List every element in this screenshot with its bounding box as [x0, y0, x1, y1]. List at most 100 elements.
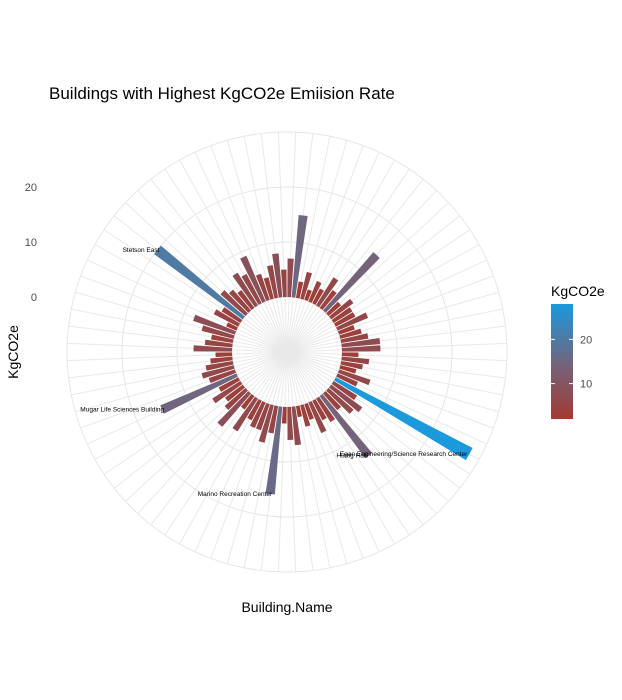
x-axis-title: Building.Name	[241, 599, 332, 615]
grid-spoke	[286, 202, 449, 353]
grid-spoke	[286, 168, 410, 353]
grid-spoke	[286, 351, 494, 429]
bar	[218, 377, 240, 392]
bar	[340, 360, 363, 370]
y-axis-ticks: 0 10 20	[25, 182, 37, 304]
bar	[287, 258, 294, 298]
bar	[272, 253, 283, 298]
bar	[308, 281, 322, 303]
building-label: Egan Engineering/Science Research Center	[340, 451, 468, 458]
bar	[210, 356, 233, 364]
bar	[316, 396, 336, 423]
grid-spoke	[286, 351, 410, 536]
grid-spoke	[243, 351, 288, 568]
bar	[326, 301, 342, 317]
bar	[208, 369, 237, 384]
grid-spoke	[286, 351, 499, 413]
bar	[232, 396, 258, 432]
grid-spoke	[137, 351, 288, 514]
grid-spoke	[210, 351, 288, 559]
bar	[300, 271, 313, 300]
bar	[300, 404, 311, 427]
y-tick-label: 20	[25, 182, 37, 194]
grid-spoke	[286, 308, 503, 353]
grid-spoke	[286, 291, 499, 353]
grid-spoke	[286, 351, 437, 514]
grid-spoke	[194, 351, 288, 553]
color-legend: KgCO2e 10 20	[551, 283, 605, 419]
bar	[334, 377, 473, 461]
grid-spoke	[286, 351, 449, 502]
building-labels-layer: Egan Engineering/Science Research Center…	[80, 247, 468, 498]
grid-spoke	[286, 351, 471, 475]
grid-spoke	[226, 140, 288, 353]
grid-circle	[121, 186, 453, 518]
grid-spoke	[150, 351, 288, 526]
bar	[281, 406, 287, 424]
grid-spoke	[277, 351, 288, 572]
bar	[240, 394, 255, 410]
grid-spoke	[86, 259, 288, 353]
grid-spoke	[286, 136, 331, 353]
bar	[331, 307, 353, 323]
grid-spoke	[286, 351, 348, 564]
bar	[229, 289, 252, 313]
grid-spoke	[260, 133, 288, 353]
bar	[337, 369, 371, 386]
bar	[201, 325, 235, 339]
grid-spoke	[94, 244, 288, 353]
grid-spoke	[68, 351, 288, 379]
grid-spoke	[286, 159, 395, 353]
bar	[336, 312, 369, 331]
bar	[255, 402, 270, 431]
grid-spoke	[71, 308, 288, 353]
bar	[334, 312, 356, 327]
bar	[329, 298, 354, 320]
grid-spoke	[125, 351, 288, 502]
legend-colorbar	[551, 304, 573, 419]
grid-spoke	[286, 140, 348, 353]
bar	[224, 384, 245, 402]
bar	[291, 406, 302, 446]
grid-spoke	[286, 351, 503, 396]
grid-spoke	[243, 136, 288, 353]
bar	[336, 373, 358, 387]
bar	[240, 255, 266, 303]
bar	[241, 273, 262, 305]
grid-spoke	[80, 351, 288, 429]
bar	[154, 245, 245, 320]
grid-spoke	[286, 132, 297, 353]
bar	[247, 399, 262, 421]
bar	[287, 406, 294, 440]
legend-tick-label: 20	[580, 334, 592, 346]
grid-spoke	[286, 351, 314, 571]
grid-spoke	[103, 351, 288, 475]
bar	[312, 399, 327, 421]
grid-spoke	[71, 351, 288, 396]
grid-spoke	[179, 351, 288, 545]
building-label: Hurtig Hall	[336, 453, 367, 460]
bar	[221, 307, 243, 323]
grid-spoke	[286, 244, 480, 353]
bar	[341, 345, 381, 352]
y-axis-title: KgCO2e	[5, 325, 21, 379]
grid-spoke	[286, 145, 364, 353]
bar	[291, 214, 308, 298]
bar	[204, 339, 233, 348]
grid-spoke	[164, 351, 288, 536]
bar	[340, 333, 369, 344]
building-label: Mugar Life Sciences Building	[80, 407, 164, 414]
bar	[255, 273, 270, 302]
grid-spoke	[286, 259, 488, 353]
bar	[339, 365, 357, 374]
grid-spoke	[286, 351, 507, 362]
grid-spoke	[179, 159, 288, 353]
grid-spoke	[75, 291, 288, 353]
bar	[341, 356, 370, 365]
bar	[201, 365, 235, 379]
legend-tick-label: 10	[580, 379, 592, 391]
bar	[263, 277, 274, 300]
grid-spoke	[286, 351, 395, 545]
